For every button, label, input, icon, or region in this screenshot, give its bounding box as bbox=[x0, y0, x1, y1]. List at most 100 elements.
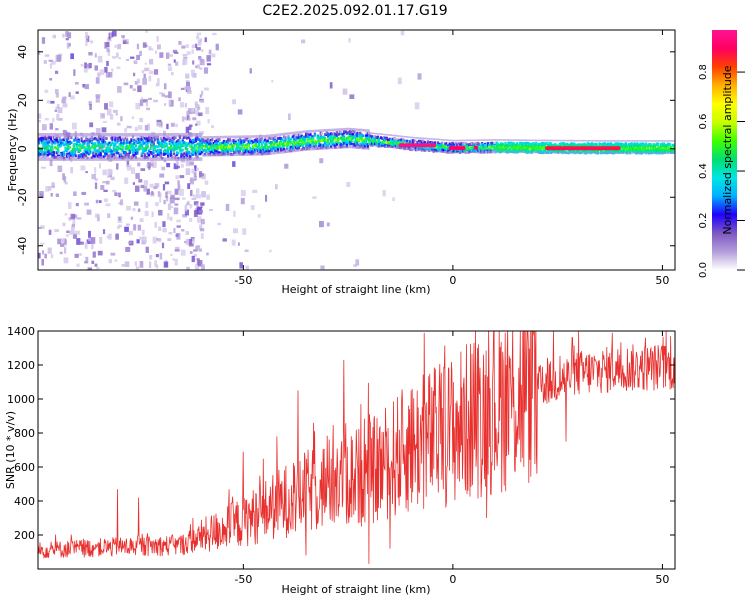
ridge-halo bbox=[168, 133, 171, 137]
noise-cell bbox=[417, 73, 422, 80]
noise-cell bbox=[186, 90, 192, 94]
ridge-cell bbox=[199, 139, 202, 143]
noise-cell bbox=[148, 164, 151, 170]
noise-cell bbox=[191, 197, 197, 200]
ridge-halo bbox=[453, 151, 455, 154]
noise-cell bbox=[172, 258, 175, 261]
noise-cell bbox=[49, 159, 53, 167]
ridge-cell bbox=[227, 148, 230, 151]
ridge-halo bbox=[395, 147, 398, 149]
ridge-cell bbox=[250, 142, 253, 145]
ridge-halo bbox=[318, 129, 320, 132]
ridge-halo bbox=[79, 157, 81, 161]
noise-cell bbox=[88, 52, 93, 56]
ridge-cell bbox=[170, 154, 173, 157]
ridge-cell bbox=[215, 152, 218, 155]
ridge-halo bbox=[260, 153, 263, 156]
noise-cell bbox=[101, 127, 107, 133]
ridge-cell bbox=[329, 135, 333, 139]
ridge-halo bbox=[168, 157, 171, 161]
ridge-cell bbox=[106, 143, 110, 147]
ridge-cell bbox=[208, 139, 211, 143]
ridge-halo bbox=[363, 129, 366, 132]
ridge-cell bbox=[215, 147, 218, 151]
ridge-cell bbox=[307, 137, 311, 140]
ridge-halo bbox=[485, 151, 487, 153]
ridge-cell bbox=[360, 137, 363, 140]
ridge-cell bbox=[178, 142, 181, 146]
noise-cell bbox=[62, 129, 67, 136]
ridge-cell bbox=[351, 136, 355, 139]
ridge-cell bbox=[255, 138, 258, 141]
ridge-cell bbox=[241, 149, 245, 153]
noise-cell bbox=[133, 60, 138, 65]
ridge-cell bbox=[309, 143, 312, 147]
noise-cell bbox=[237, 109, 243, 115]
ridge-halo bbox=[544, 139, 546, 142]
ridge-cell bbox=[46, 141, 49, 145]
ridge-cell bbox=[602, 142, 605, 145]
ridge-halo bbox=[579, 139, 581, 142]
noise-cell bbox=[128, 241, 132, 244]
ridge-cell bbox=[67, 144, 70, 147]
ridge-halo bbox=[400, 135, 402, 138]
ridge-halo bbox=[483, 139, 486, 141]
ridge-cell bbox=[293, 141, 296, 144]
noise-cell bbox=[49, 78, 53, 81]
ridge-cell bbox=[475, 142, 478, 145]
ridge-halo bbox=[209, 154, 212, 157]
ridge-cell bbox=[340, 137, 343, 140]
ridge-cell bbox=[150, 143, 154, 146]
noise-cell bbox=[178, 97, 181, 102]
ridge-cell bbox=[76, 141, 79, 144]
ridge-halo bbox=[307, 148, 310, 151]
ridge-cell bbox=[65, 147, 69, 150]
ridge-halo bbox=[46, 133, 49, 137]
ridge-cell bbox=[209, 139, 212, 142]
ridge-cell bbox=[117, 145, 120, 149]
ridge-halo bbox=[384, 145, 386, 148]
noise-cell bbox=[95, 94, 101, 98]
ridge-cell bbox=[123, 141, 126, 145]
ridge-cell bbox=[545, 141, 548, 145]
ridge-cell bbox=[164, 145, 167, 148]
ridge-halo bbox=[346, 127, 348, 131]
ridge-halo bbox=[284, 132, 286, 136]
ridge-cell bbox=[224, 150, 227, 153]
noise-cell bbox=[72, 122, 77, 130]
ridge-cell bbox=[595, 143, 598, 147]
ridge-cell bbox=[277, 150, 280, 153]
noise-cell bbox=[173, 207, 179, 215]
ridge-cell bbox=[130, 155, 133, 158]
noise-cell bbox=[212, 32, 217, 36]
ridge-halo bbox=[588, 140, 590, 142]
ridge-halo bbox=[193, 133, 196, 137]
ridge-halo bbox=[143, 133, 146, 137]
ridge-cell bbox=[343, 130, 346, 133]
ridge-cell bbox=[133, 141, 136, 145]
ridge-cell bbox=[473, 143, 476, 147]
ridge-halo bbox=[240, 153, 242, 156]
ridge-cell bbox=[538, 144, 541, 148]
ridge-cell bbox=[375, 136, 378, 139]
ridge-cell bbox=[233, 144, 236, 147]
ridge-halo bbox=[564, 151, 567, 154]
ridge-halo bbox=[196, 133, 198, 137]
ridge-halo bbox=[508, 139, 511, 141]
noise-cell bbox=[201, 90, 204, 96]
noise-cell bbox=[142, 42, 147, 48]
ridge-halo bbox=[106, 157, 109, 161]
ridge-cell bbox=[161, 142, 164, 146]
ridge-cell bbox=[149, 135, 152, 139]
ridge-halo bbox=[108, 133, 110, 137]
ridge-cell bbox=[158, 151, 161, 154]
ridge-cell bbox=[93, 144, 96, 148]
ridge-halo bbox=[127, 133, 130, 137]
ridge-halo bbox=[373, 144, 376, 147]
ridge-cell bbox=[444, 147, 447, 151]
ridge-cell bbox=[139, 135, 142, 139]
ridge-cell bbox=[124, 153, 127, 157]
ridge-cell bbox=[274, 140, 277, 144]
noise-cell bbox=[91, 260, 95, 264]
ridge-cell bbox=[373, 138, 377, 141]
